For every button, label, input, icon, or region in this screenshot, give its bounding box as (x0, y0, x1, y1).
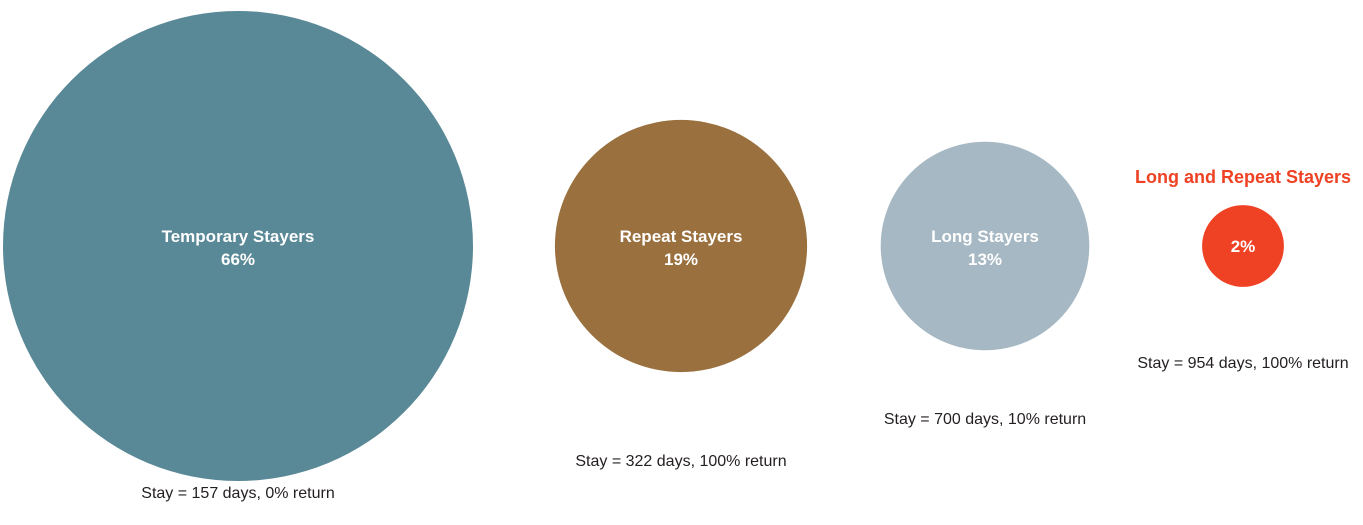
bubble-long-stayers (880, 141, 1090, 351)
bubble-group-temporary-stayers: Temporary Stayers 66% Stay = 157 days, 0% … (3, 11, 473, 502)
bubble-value-long-and-repeat-stayers: 2% (1231, 237, 1256, 256)
bubble-value-long-stayers: 13% (968, 250, 1002, 269)
bubble-caption-long-stayers: Stay = 700 days, 10% return (884, 411, 1086, 428)
bubble-label-long-and-repeat-stayers: Long and Repeat Stayers (1135, 167, 1351, 187)
bubble-group-repeat-stayers: Repeat Stayers 19% Stay = 322 days, 100% r… (554, 119, 808, 470)
bubble-value-temporary-stayers: 66% (221, 250, 255, 269)
bubble-caption-temporary-stayers: Stay = 157 days, 0% return (141, 485, 334, 502)
bubble-label-long-stayers: Long Stayers (931, 227, 1039, 246)
bubble-temporary-stayers (3, 11, 473, 481)
bubble-label-repeat-stayers: Repeat Stayers (620, 227, 743, 246)
bubble-long-and-repeat-stayers (1202, 205, 1284, 287)
bubble-value-repeat-stayers: 19% (664, 250, 698, 269)
bubble-group-long-stayers: Long Stayers 13% Stay = 700 days, 10% retu… (880, 141, 1090, 428)
bubble-label-temporary-stayers: Temporary Stayers (162, 227, 315, 246)
bubble-repeat-stayers (554, 119, 808, 373)
bubble-group-long-and-repeat-stayers: Long and Repeat Stayers 2% Stay = 954 days… (1135, 167, 1351, 372)
bubble-caption-long-and-repeat-stayers: Stay = 954 days, 100% return (1137, 355, 1348, 372)
bubble-caption-repeat-stayers: Stay = 322 days, 100% return (575, 453, 786, 470)
